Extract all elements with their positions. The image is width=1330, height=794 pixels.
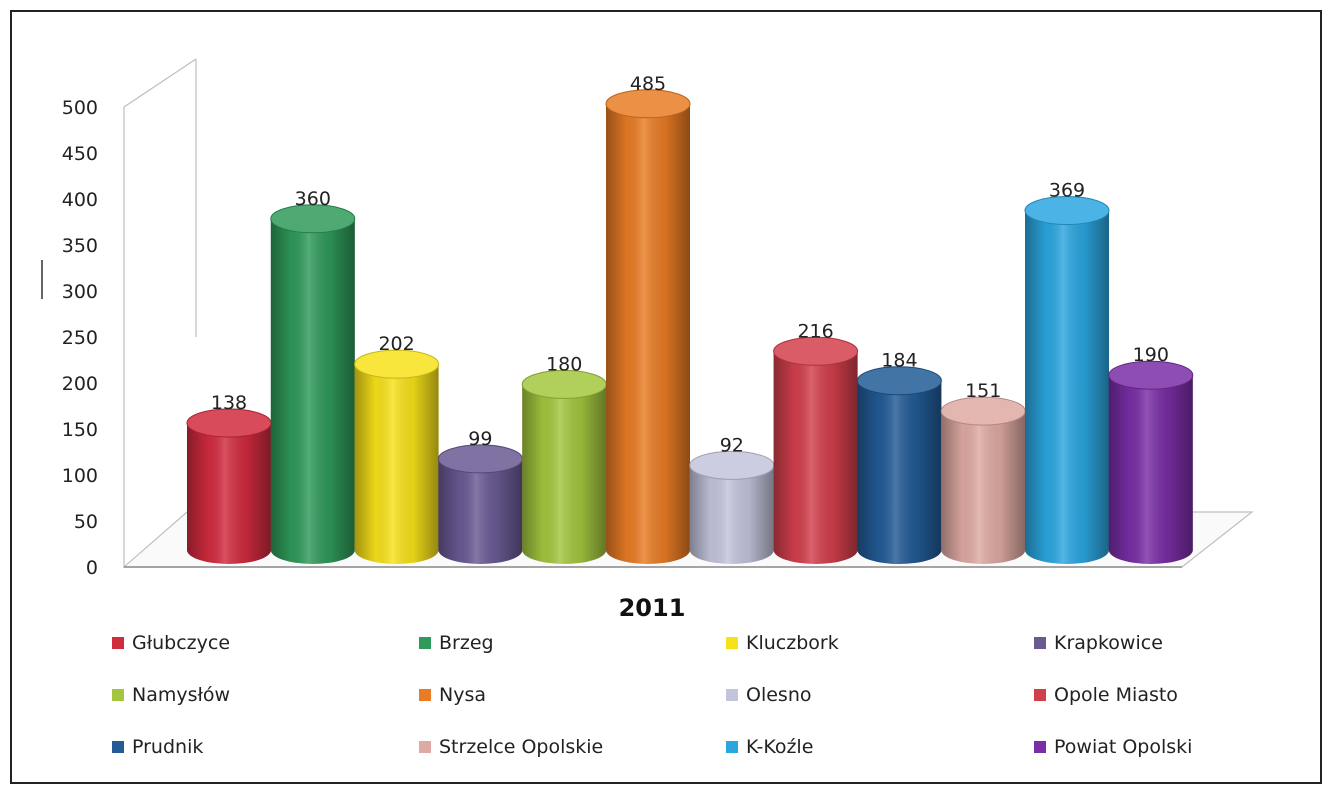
legend-swatch — [419, 637, 431, 649]
bar-11 — [1024, 196, 1110, 564]
y-tick-label: 350 — [62, 235, 98, 257]
legend-swatch — [419, 689, 431, 701]
bar-shading — [773, 351, 858, 564]
bar-shading — [857, 380, 942, 564]
legend: Głubczyce Brzeg Kluczbork Krapkowice Namysłó… — [112, 632, 1192, 758]
legend-item: Brzeg — [419, 632, 494, 654]
bar-top — [856, 366, 942, 396]
legend-label: Opole Miasto — [1054, 684, 1178, 706]
bar-shading — [354, 364, 439, 564]
legend-label: Nysa — [439, 684, 486, 706]
bar-shading — [522, 384, 607, 564]
legend-swatch — [112, 637, 124, 649]
bar-shading — [606, 103, 690, 564]
bar-shading — [270, 218, 355, 564]
legend-label: Olesno — [746, 684, 812, 706]
data-label: 485 — [630, 73, 666, 95]
bar-top — [1108, 360, 1194, 390]
bar-shading — [1025, 210, 1109, 564]
legend-label: Kluczbork — [746, 632, 839, 654]
bar-top — [354, 349, 440, 379]
data-labels: 138 360 202 99 180 485 92 216 184 151 369 190 — [211, 73, 1169, 457]
y-tick-label: 0 — [86, 557, 98, 579]
bar-top — [605, 89, 691, 119]
legend-item: Namysłów — [112, 684, 230, 706]
y-tick-label: 500 — [62, 97, 98, 119]
data-label: 202 — [378, 333, 414, 355]
legend-item: Powiat Opolski — [1034, 736, 1192, 758]
data-label: 369 — [1049, 180, 1085, 202]
y-tick-label: 200 — [62, 373, 98, 395]
y-tick-label: 50 — [74, 511, 98, 533]
data-label: 184 — [881, 350, 917, 372]
y-tick-label: 100 — [62, 465, 98, 487]
bar-shading — [941, 411, 1026, 564]
legend-item: Prudnik — [112, 736, 203, 758]
legend-label: Brzeg — [439, 632, 494, 654]
data-label: 99 — [468, 428, 492, 450]
y-tick-label: 450 — [62, 143, 98, 165]
legend-item: Strzelce Opolskie — [419, 736, 603, 758]
data-label: 216 — [797, 320, 833, 342]
y-tick-label: 300 — [62, 281, 98, 303]
legend-item: K-Koźle — [726, 736, 813, 758]
chart-svg: 0 50 100 150 200 250 300 350 400 450 500 138 360 202… — [41, 58, 1254, 758]
legend-label: Krapkowice — [1054, 632, 1163, 654]
y-tick-label: 400 — [62, 189, 98, 211]
y-tick-label: 250 — [62, 327, 98, 349]
bar-5 — [521, 369, 607, 564]
bar-3 — [354, 349, 440, 564]
bar-shading — [438, 458, 523, 564]
legend-label: Namysłów — [132, 684, 230, 706]
bar-2 — [270, 204, 356, 564]
bar-7 — [689, 450, 775, 564]
legend-swatch — [1034, 741, 1046, 753]
legend-label: Głubczyce — [132, 632, 230, 654]
legend-label: K-Koźle — [746, 736, 813, 758]
bar-1 — [186, 408, 272, 564]
legend-swatch — [726, 741, 738, 753]
bar-6 — [605, 89, 691, 564]
legend-item: Opole Miasto — [1034, 684, 1178, 706]
y-tick-label: 150 — [62, 419, 98, 441]
legend-label: Prudnik — [132, 736, 203, 758]
back-wall-edge — [123, 58, 197, 567]
bar-top — [773, 336, 859, 366]
bar-9 — [856, 366, 942, 564]
chart-frame: 0 50 100 150 200 250 300 350 400 450 500 138 360 202… — [10, 10, 1322, 784]
legend-swatch — [1034, 689, 1046, 701]
data-label: 151 — [965, 380, 1001, 402]
legend-swatch — [419, 741, 431, 753]
bar-10 — [940, 396, 1026, 564]
legend-label: Powiat Opolski — [1054, 736, 1192, 758]
data-label: 138 — [211, 392, 247, 414]
legend-item: Nysa — [419, 684, 486, 706]
legend-swatch — [112, 741, 124, 753]
data-label: 190 — [1133, 344, 1169, 366]
category-label: 2011 — [619, 594, 686, 622]
legend-item: Kluczbork — [726, 632, 839, 654]
legend-item: Krapkowice — [1034, 632, 1163, 654]
bar-shading — [187, 423, 271, 564]
data-label: 92 — [720, 434, 744, 456]
legend-label: Strzelce Opolskie — [439, 736, 603, 758]
bar-top — [270, 204, 356, 234]
data-label: 180 — [546, 353, 582, 375]
y-axis: 0 50 100 150 200 250 300 350 400 450 500 — [62, 97, 98, 579]
legend-swatch — [1034, 637, 1046, 649]
data-label: 360 — [295, 188, 331, 210]
bar-shading — [689, 465, 774, 564]
bar-12 — [1108, 360, 1194, 564]
legend-swatch — [112, 689, 124, 701]
bar-8 — [773, 336, 859, 564]
legend-item: Głubczyce — [112, 632, 230, 654]
legend-item: Olesno — [726, 684, 812, 706]
bar-top — [1024, 196, 1110, 226]
bar-shading — [1108, 375, 1193, 564]
legend-swatch — [726, 689, 738, 701]
bar-4 — [437, 444, 523, 564]
bars — [186, 89, 1194, 564]
legend-swatch — [726, 637, 738, 649]
